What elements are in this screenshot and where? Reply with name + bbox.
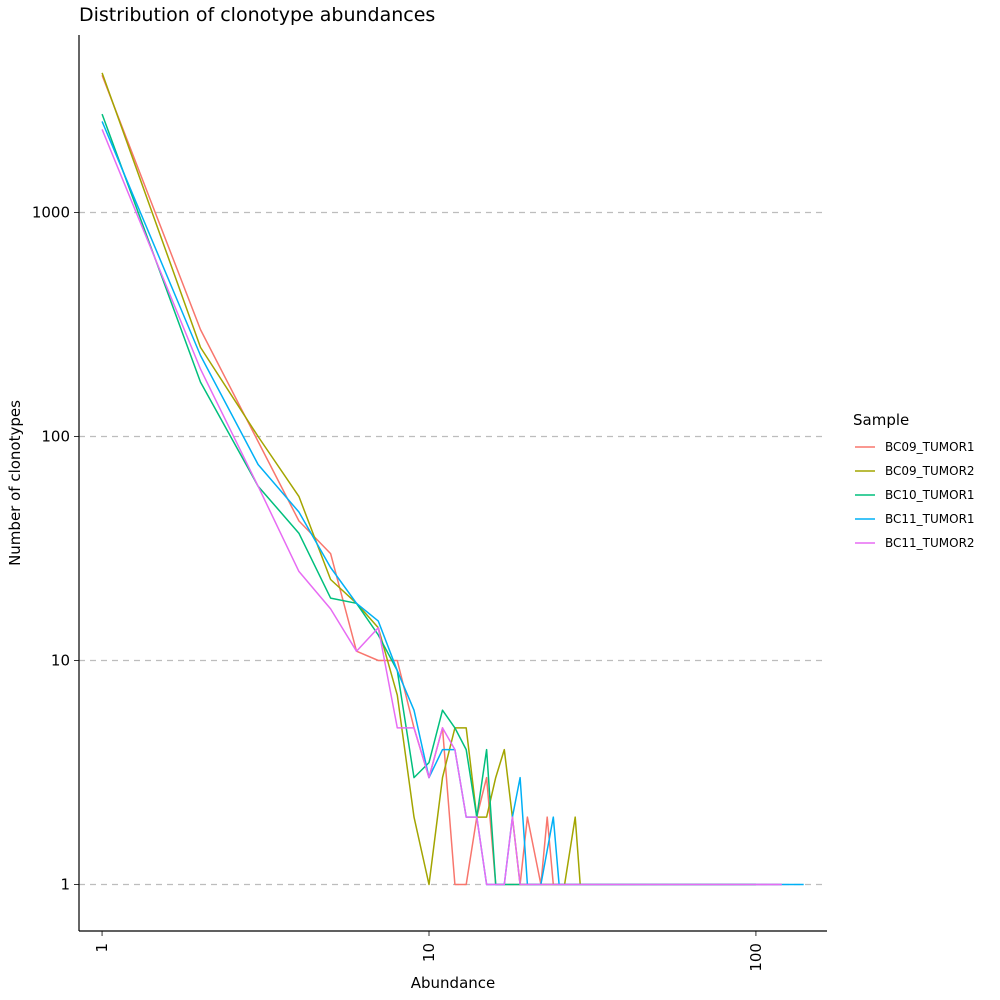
- legend-entry: BC09_TUMOR1: [885, 440, 975, 454]
- series-line: [101, 74, 782, 886]
- legend-entry: BC11_TUMOR1: [885, 512, 975, 526]
- y-tick-label: 100: [41, 427, 70, 445]
- legend-entry: BC11_TUMOR2: [885, 536, 975, 550]
- y-tick-label: 10: [51, 651, 70, 669]
- chart-title: Distribution of clonotype abundances: [79, 4, 436, 26]
- series-line: [101, 72, 756, 886]
- legend-title: Sample: [853, 411, 909, 429]
- y-tick-label: 1: [60, 875, 70, 893]
- legend-entry: BC09_TUMOR2: [885, 464, 975, 478]
- x-tick-label: 1: [93, 943, 111, 953]
- y-axis-label: Number of clonotypes: [6, 400, 24, 566]
- series-line: [101, 129, 782, 886]
- x-tick-label: 10: [420, 943, 438, 962]
- x-tick-label: 100: [747, 943, 765, 972]
- series-line: [101, 121, 804, 886]
- legend-entry: BC10_TUMOR1: [885, 488, 975, 502]
- series-line: [101, 113, 756, 886]
- y-tick-label: 1000: [32, 203, 70, 221]
- x-axis-label: Abundance: [411, 974, 496, 992]
